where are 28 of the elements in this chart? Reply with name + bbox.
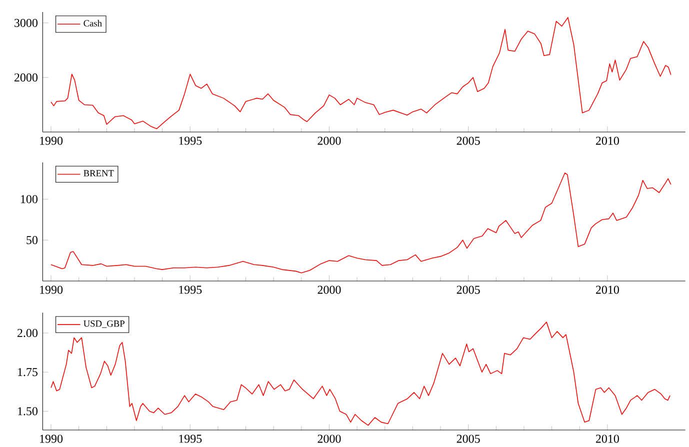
x-tick-label: 1995: [179, 136, 202, 145]
y-tick-label: 100: [21, 194, 38, 204]
y-tick-label: 2.00: [17, 328, 38, 337]
y-tick-label: 50: [26, 236, 38, 244]
line-series: [50, 172, 672, 274]
x-tick-label: 1990: [40, 286, 63, 294]
x-tick-label: 1990: [40, 136, 63, 145]
x-tick-label: 2000: [318, 286, 341, 294]
x-tick-label: 1995: [179, 286, 202, 294]
line-series: [50, 16, 672, 130]
legend-label: Cash: [84, 20, 102, 26]
y-tick-label: 1.75: [18, 368, 38, 376]
x-tick-label: 2005: [456, 136, 480, 145]
x-tick-label: 1990: [40, 434, 63, 443]
y-tick-label: 2000: [14, 73, 38, 82]
line-series: [50, 322, 670, 426]
x-tick-label: 2005: [456, 286, 480, 294]
y-tick-label: 1.50: [18, 407, 38, 416]
x-tick-label: 2010: [596, 286, 619, 294]
legend-label: BRENT: [84, 170, 114, 176]
x-tick-label: 2005: [456, 434, 480, 443]
x-tick-label: 1995: [179, 434, 202, 443]
legend-label: USD_GBP: [84, 320, 124, 328]
x-tick-label: 2010: [596, 136, 619, 145]
y-tick-label: 3000: [14, 18, 38, 27]
x-tick-label: 2010: [596, 434, 619, 443]
x-tick-label: 2000: [318, 136, 341, 145]
x-tick-label: 2000: [318, 434, 341, 443]
